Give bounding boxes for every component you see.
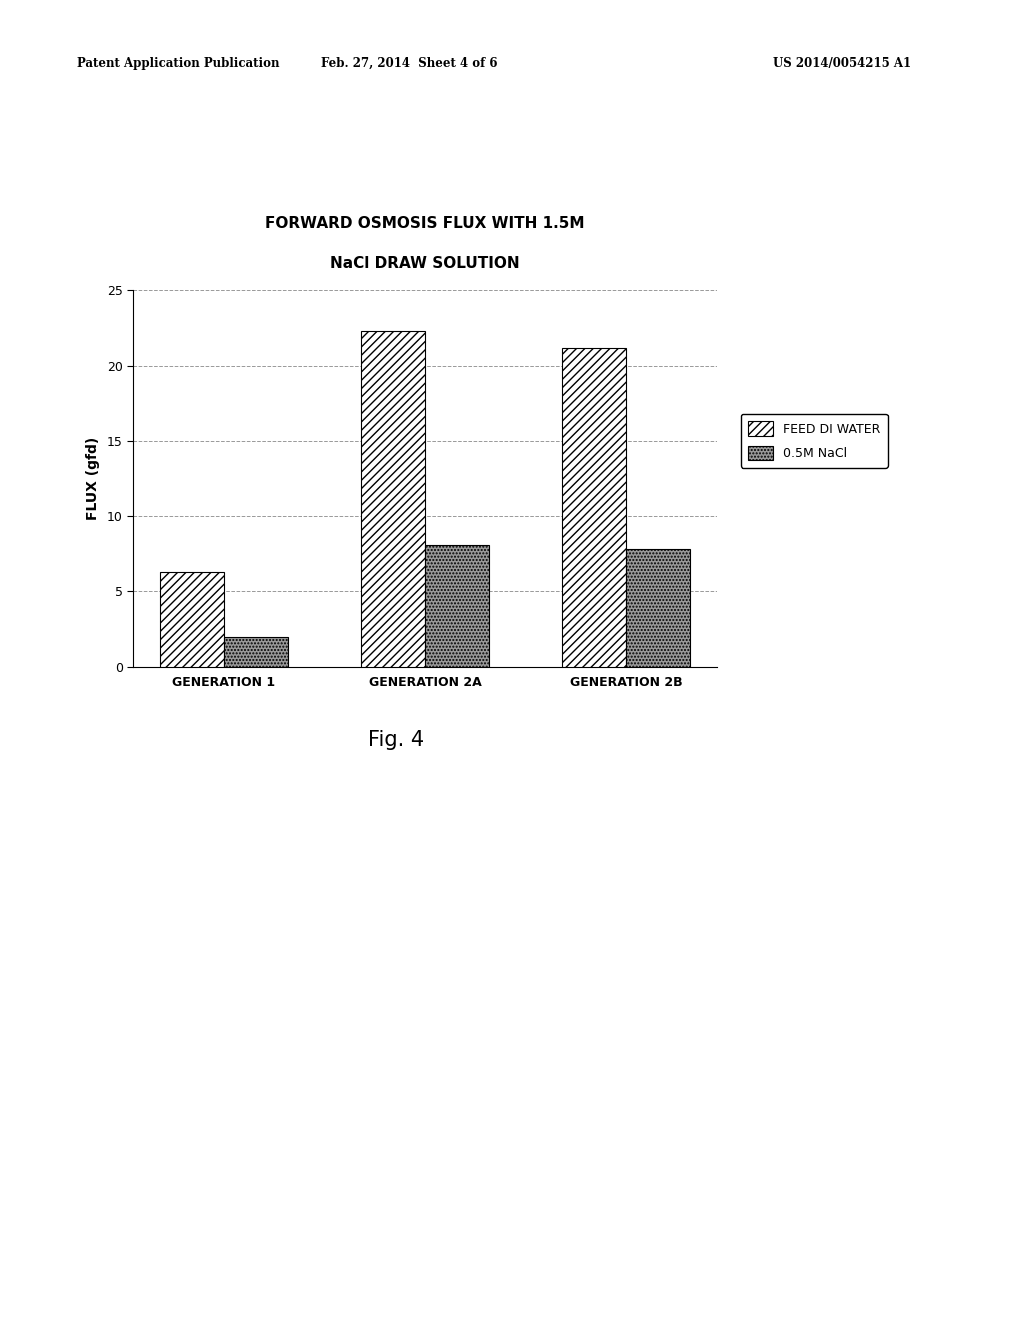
Text: US 2014/0054215 A1: US 2014/0054215 A1 (773, 57, 911, 70)
Bar (224, 636, 289, 667)
Bar (626, 549, 690, 667)
Legend: FEED DI WATER, 0.5M NaCl: FEED DI WATER, 0.5M NaCl (740, 414, 888, 467)
Text: Patent Application Publication: Patent Application Publication (77, 57, 280, 70)
Text: NaCl DRAW SOLUTION: NaCl DRAW SOLUTION (330, 256, 520, 271)
Bar (360, 331, 425, 667)
Bar (160, 572, 224, 667)
Bar (561, 347, 626, 667)
Y-axis label: FLUX (gfd): FLUX (gfd) (86, 437, 100, 520)
Text: FORWARD OSMOSIS FLUX WITH 1.5M: FORWARD OSMOSIS FLUX WITH 1.5M (265, 216, 585, 231)
Text: Fig. 4: Fig. 4 (368, 730, 424, 750)
Bar (425, 545, 489, 667)
Text: Feb. 27, 2014  Sheet 4 of 6: Feb. 27, 2014 Sheet 4 of 6 (322, 57, 498, 70)
